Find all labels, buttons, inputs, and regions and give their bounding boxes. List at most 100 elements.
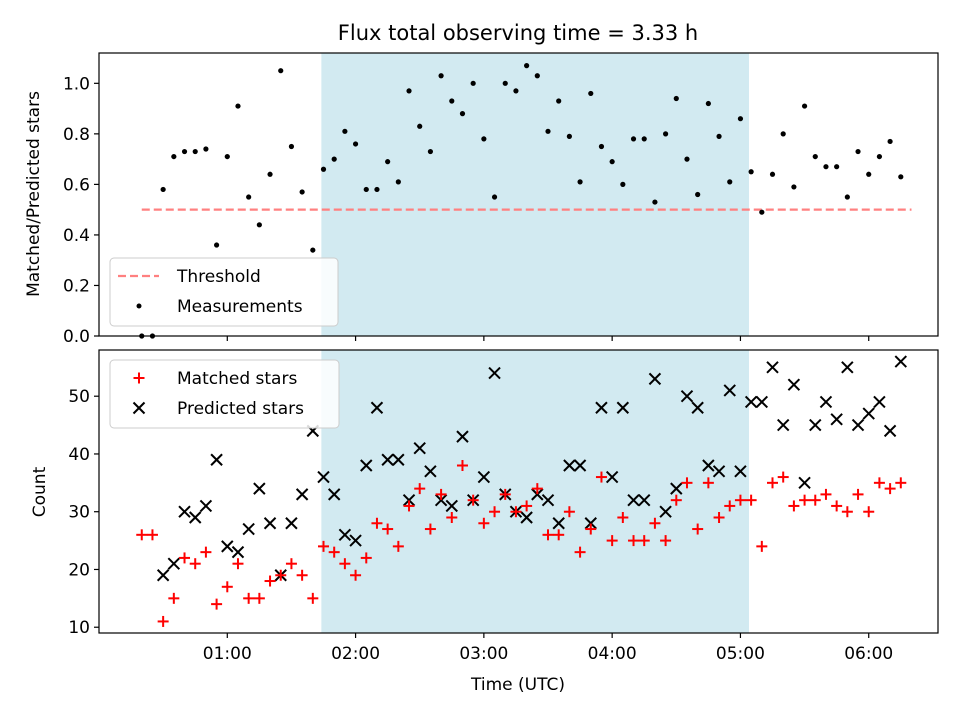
matched-star-point — [841, 506, 853, 518]
matched-star-point — [670, 494, 682, 506]
legend-matched-swatch — [133, 372, 145, 384]
predicted-star-point — [851, 418, 865, 432]
measurement-point — [748, 169, 754, 175]
predicted-star-point — [680, 389, 694, 403]
matched-star-point — [478, 517, 490, 529]
matched-star-point — [756, 540, 768, 552]
legend-measurements-label: Measurements — [177, 297, 303, 317]
matched-star-point — [788, 500, 800, 512]
matched-star-point — [895, 477, 907, 489]
top-legend-box — [109, 257, 339, 327]
measurement-point — [246, 194, 252, 200]
measurement-point — [652, 199, 658, 205]
predicted-star-point — [819, 395, 833, 409]
predicted-star-point — [456, 430, 469, 443]
matched-star-point — [179, 552, 191, 564]
predicted-star-point — [327, 488, 341, 501]
measurement-point — [278, 68, 284, 74]
y-tick-label: 0.6 — [63, 175, 90, 195]
predicted-star-point — [841, 361, 854, 374]
predicted-star-point — [381, 453, 394, 466]
matched-star-point — [713, 511, 725, 523]
measurement-point — [267, 171, 273, 177]
bottom-legend: Matched stars Predicted stars — [109, 359, 340, 429]
matched-star-point — [702, 477, 714, 489]
predicted-star-point — [648, 372, 662, 386]
matched-star-point — [660, 535, 672, 547]
measurement-point — [331, 156, 337, 162]
measurement-point — [663, 131, 669, 137]
x-tick-label: 02:00 — [331, 644, 380, 664]
measurement-point — [502, 80, 508, 86]
measurement-point — [352, 141, 359, 147]
measurement-point — [780, 131, 786, 137]
matched-star-point — [189, 558, 201, 570]
matched-star-point — [767, 477, 779, 489]
measurement-point — [887, 138, 893, 145]
matched-star-point — [542, 529, 554, 541]
predicted-star-point — [520, 511, 533, 524]
measurement-point — [855, 148, 861, 155]
measurement-point — [791, 184, 797, 190]
measurement-point — [630, 136, 637, 142]
measurement-point — [417, 123, 423, 129]
bottom-x-ticks: 01:00 02:00 03:00 04:00 05:00 06:00 — [203, 633, 893, 664]
measurement-point — [727, 179, 733, 185]
measurement-point — [620, 181, 626, 187]
matched-star-point — [831, 500, 843, 512]
predicted-star-point — [584, 517, 597, 530]
measurement-point — [684, 156, 690, 162]
predicted-star-point — [573, 459, 587, 472]
matched-star-point — [649, 517, 661, 529]
measurement-point — [566, 133, 572, 139]
matched-star-point — [275, 569, 287, 581]
matched-star-point — [628, 535, 640, 547]
matched-star-point — [157, 615, 169, 627]
matched-star-point — [382, 523, 394, 535]
matched-star-point — [531, 483, 543, 495]
predicted-star-point — [809, 418, 822, 432]
top-y-ticks: 0.0 0.2 0.4 0.6 0.8 1.0 — [63, 74, 99, 347]
matched-star-point — [328, 546, 340, 558]
measurement-point — [609, 159, 615, 165]
measurement-point — [898, 174, 904, 180]
measurement-point — [310, 247, 316, 253]
predicted-star-point — [349, 534, 362, 547]
y-tick-label: 0.0 — [63, 327, 90, 347]
measurement-point — [224, 153, 230, 160]
measurement-point — [203, 146, 209, 152]
matched-star-point — [435, 488, 447, 500]
top-panel: Flux total observing time = 3.33 h 0.00.… — [24, 21, 939, 347]
matched-star-point — [606, 535, 618, 547]
matched-star-point — [360, 552, 372, 564]
predicted-star-point — [402, 493, 416, 507]
matched-star-point — [307, 592, 319, 604]
matched-star-point — [820, 488, 832, 500]
legend-threshold-label: Threshold — [176, 267, 261, 287]
matched-star-point — [467, 494, 479, 506]
matched-star-point — [863, 506, 875, 518]
measurement-point — [524, 63, 530, 69]
matched-star-point — [285, 558, 297, 570]
matched-star-point — [777, 471, 789, 483]
matched-star-point — [296, 569, 308, 581]
matched-star-point — [414, 483, 426, 495]
measurement-point — [844, 194, 850, 200]
measurement-point — [737, 116, 744, 122]
y-tick-label: 0.8 — [63, 125, 90, 145]
measurement-point — [759, 209, 765, 215]
matched-star-point — [724, 500, 736, 512]
matched-star-point — [585, 523, 597, 535]
measurement-point — [513, 88, 519, 94]
matched-star-point — [852, 488, 864, 500]
measurement-point — [769, 171, 776, 177]
measurement-point — [235, 103, 241, 109]
measurement-point — [641, 136, 647, 142]
measurement-point — [556, 98, 562, 104]
measurement-point — [866, 171, 872, 177]
matched-star-point — [489, 506, 501, 518]
predicted-star-point — [199, 499, 213, 513]
measurement-point — [695, 191, 701, 198]
bottom-panel: 10 20 30 40 50 01:00 02:00 03:00 04:00 05:00 06:0… — [30, 349, 939, 695]
